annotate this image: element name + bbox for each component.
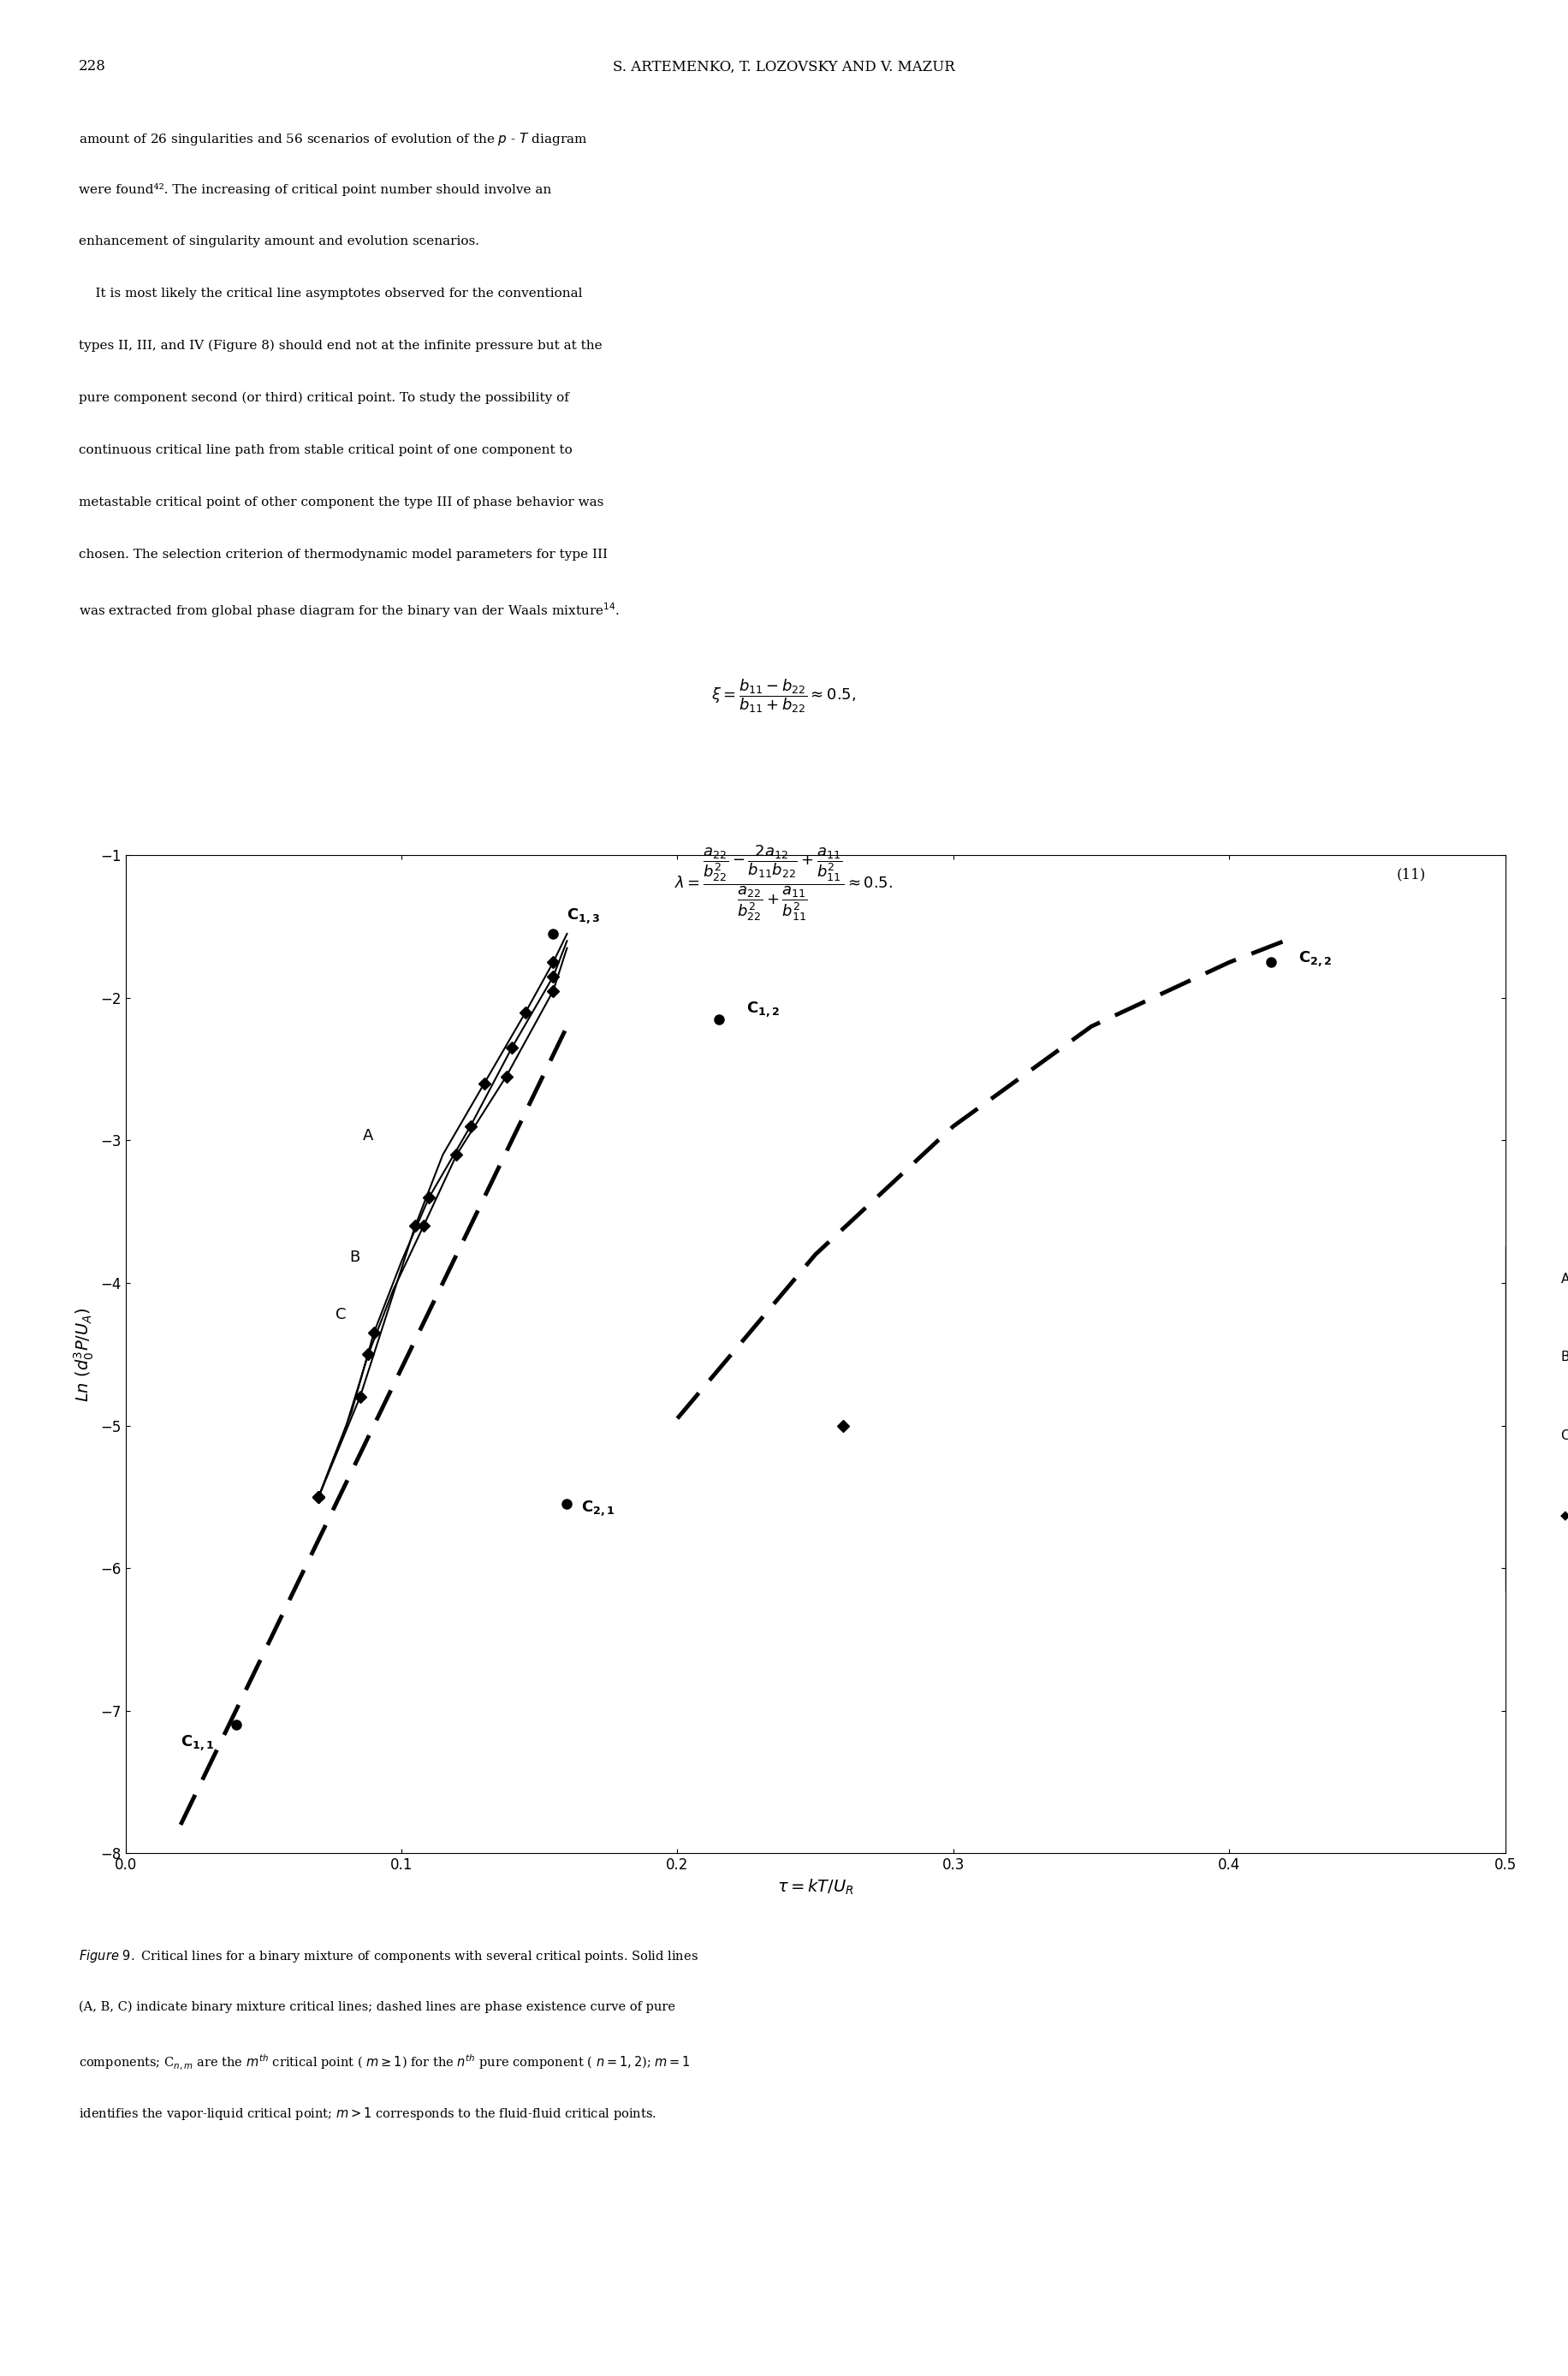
Text: metastable critical point of other component the type III of phase behavior was: metastable critical point of other compo… bbox=[78, 497, 604, 508]
Text: A: A bbox=[364, 1129, 373, 1143]
Text: types II, III, and IV (Figure 8) should end not at the infinite pressure but at : types II, III, and IV (Figure 8) should … bbox=[78, 340, 602, 352]
Text: continuous critical line path from stable critical point of one component to: continuous critical line path from stabl… bbox=[78, 444, 572, 456]
Text: $\mathbf{C_{1,1}}$: $\mathbf{C_{1,1}}$ bbox=[180, 1734, 215, 1753]
Text: chosen. The selection criterion of thermodynamic model parameters for type III: chosen. The selection criterion of therm… bbox=[78, 549, 607, 561]
Text: $\mathbf{C_{2,1}}$: $\mathbf{C_{2,1}}$ bbox=[580, 1499, 615, 1518]
Text: (11): (11) bbox=[1397, 867, 1425, 881]
Y-axis label: $Ln\ (d_0^3P/U_A)$: $Ln\ (d_0^3P/U_A)$ bbox=[72, 1307, 96, 1402]
Text: $\mathbf{C_{1,3}}$: $\mathbf{C_{1,3}}$ bbox=[568, 908, 601, 927]
Text: C -  $k_{12}$ = 0.5: C - $k_{12}$ = 0.5 bbox=[1560, 1428, 1568, 1445]
Text: components; C$_{n,m}$ are the $m^{th}$ critical point ( $m \geq 1$) for the $n^{: components; C$_{n,m}$ are the $m^{th}$ c… bbox=[78, 2053, 690, 2072]
Text: $\mathbf{C_{1,2}}$: $\mathbf{C_{1,2}}$ bbox=[746, 1000, 779, 1019]
Text: amount of 26 singularities and 56 scenarios of evolution of the $p$ - $T$ diagra: amount of 26 singularities and 56 scenar… bbox=[78, 131, 586, 147]
Text: enhancement of singularity amount and evolution scenarios.: enhancement of singularity amount and ev… bbox=[78, 235, 478, 247]
Text: B -  $k_{12}$ = 0.3: B - $k_{12}$ = 0.3 bbox=[1560, 1350, 1568, 1366]
FancyBboxPatch shape bbox=[1505, 1245, 1568, 1592]
Text: ◆  - model calculations: ◆ - model calculations bbox=[1560, 1509, 1568, 1521]
Text: It is most likely the critical line asymptotes observed for the conventional: It is most likely the critical line asym… bbox=[78, 287, 582, 299]
Text: $\mathit{Figure\ 9.}$ Critical lines for a binary mixture of components with sev: $\mathit{Figure\ 9.}$ Critical lines for… bbox=[78, 1948, 698, 1965]
Text: A -  $k_{12}$ = 0.1: A - $k_{12}$ = 0.1 bbox=[1560, 1271, 1568, 1288]
Text: (A, B, C) indicate binary mixture critical lines; dashed lines are phase existen: (A, B, C) indicate binary mixture critic… bbox=[78, 2001, 674, 2012]
Text: $\xi = \dfrac{b_{11} - b_{22}}{b_{11} + b_{22}} \approx 0.5,$: $\xi = \dfrac{b_{11} - b_{22}}{b_{11} + … bbox=[712, 677, 856, 715]
Text: were found⁴². The increasing of critical point number should involve an: were found⁴². The increasing of critical… bbox=[78, 183, 550, 195]
Text: B: B bbox=[350, 1250, 359, 1264]
Text: C: C bbox=[336, 1307, 347, 1321]
Text: identifies the vapor-liquid critical point; $m > 1$ corresponds to the fluid-flu: identifies the vapor-liquid critical poi… bbox=[78, 2105, 655, 2122]
X-axis label: $\tau = kT/U_R$: $\tau = kT/U_R$ bbox=[776, 1877, 855, 1896]
Text: $\lambda = \dfrac{\dfrac{a_{22}}{b_{22}^2} - \dfrac{2a_{12}}{b_{11}b_{22}} + \df: $\lambda = \dfrac{\dfrac{a_{22}}{b_{22}^… bbox=[674, 843, 894, 922]
Text: 228: 228 bbox=[78, 59, 105, 74]
Text: was extracted from global phase diagram for the binary van der Waals mixture$^{1: was extracted from global phase diagram … bbox=[78, 601, 619, 620]
Text: $\mathbf{C_{2,2}}$: $\mathbf{C_{2,2}}$ bbox=[1298, 950, 1331, 969]
Text: S. ARTEMENKO, T. LOZOVSKY AND V. MAZUR: S. ARTEMENKO, T. LOZOVSKY AND V. MAZUR bbox=[613, 59, 955, 74]
Text: pure component second (or third) critical point. To study the possibility of: pure component second (or third) critica… bbox=[78, 392, 569, 404]
